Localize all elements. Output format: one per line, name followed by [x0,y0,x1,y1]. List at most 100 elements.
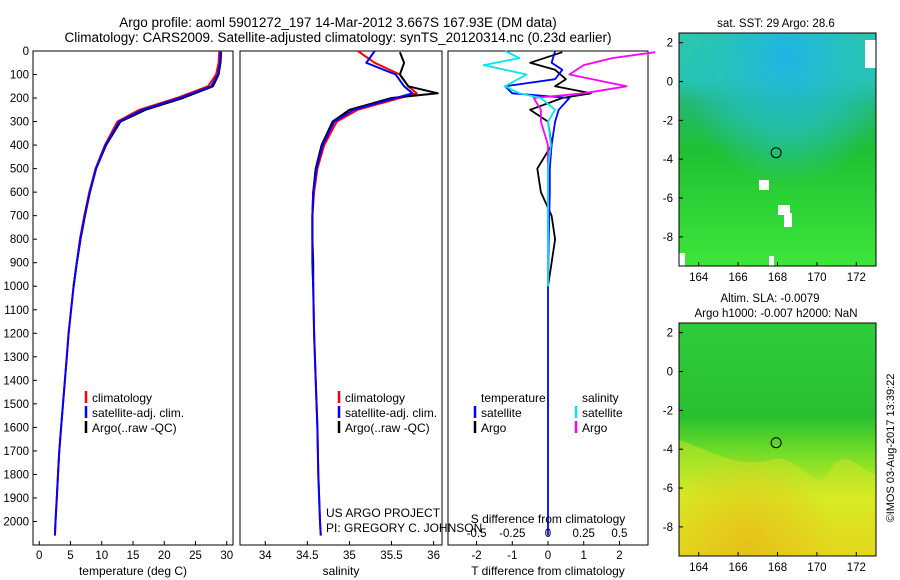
depth-tick-label: 600 [10,187,29,199]
depth-tick-label: 1100 [4,305,29,317]
t-difference-xlabel: T difference from climatology [471,564,625,578]
series-t-satellite [504,50,571,536]
series-satellite [311,50,414,536]
depth-tick-label: 0 [23,46,29,58]
depth-tick-label: 500 [10,164,29,176]
depth-tick-label: 2000 [3,516,29,528]
map-y-tick-label: -2 [663,405,673,417]
s-tick-label: 0.5 [611,528,627,540]
depth-tick-label: 1600 [3,422,29,434]
depth-tick-label: 1700 [3,446,29,458]
map-y-tick-label: -6 [663,193,673,205]
project-credit: US ARGO PROJECT [326,506,441,520]
map-y-tick-label: -8 [663,232,673,244]
map-y-tick-label: -6 [663,483,673,495]
series-t-argo [529,51,592,287]
map-x-tick-label: 164 [689,272,709,284]
map-y-tick-label: 0 [667,367,673,379]
map-x-tick-label: 172 [847,272,866,284]
x-tick-label: 1 [581,550,587,562]
temperature-panel-frame [32,50,234,546]
x-tick-label: 35 [343,550,356,562]
sst-map-title: sat. SST: 29 Argo: 28.6 [717,18,835,30]
series-climatology [53,50,221,536]
map-x-tick-label: 168 [768,272,787,284]
x-tick-label: 30 [220,550,233,562]
salinity-legend: climatology satellite-adj. clim. Argo(..… [337,391,437,435]
x-tick-label: 10 [95,550,108,562]
depth-tick-label: 800 [10,234,29,246]
legend-title-temperature: temperature [481,391,546,405]
series-argo [311,51,439,287]
legend-label-argo: Argo(..raw -QC) [345,421,430,435]
map-y-tick-label: -4 [663,154,674,166]
s-tick-label: -0.5 [467,528,487,540]
map-y-tick-label: -8 [663,522,673,534]
depth-tick-label: 300 [10,117,29,129]
pi-credit: PI: GREGORY C. JOHNSON [326,521,482,535]
x-tick-label: 15 [127,550,140,562]
legend-label-satellite: satellite-adj. clim. [92,406,184,420]
depth-axis: 0 100 200 300 400 500 600 700 800 900 1000 1100 1200… [3,46,37,528]
series-satellite [53,50,222,536]
map-y-tick-label: 2 [667,38,673,50]
x-tick-label: 25 [189,550,202,562]
x-tick-label: 0 [545,550,551,562]
temperature-xlabel: temperature (deg C) [79,564,187,578]
argo-location-marker [770,147,782,159]
x-tick-label: 34 [259,550,272,562]
sla-map-axes: 164 166 168 170 172 2 0 -2 -4 -6 -8 [663,328,866,574]
map-x-tick-label: 166 [729,272,748,284]
x-tick-label: -2 [471,550,481,562]
sla-map-title1: Altim. SLA: -0.0079 [720,293,819,305]
depth-tick-label: 1000 [3,281,29,293]
depth-tick-label: 200 [10,93,29,105]
sla-map-title2: Argo h1000: -0.007 h2000: NaN [694,308,857,320]
legend-label-climatology: climatology [92,391,152,405]
map-y-tick-label: 2 [667,328,673,340]
series-climatology [311,50,418,536]
salinity-plot: 34 34.5 35 35.5 36 [259,50,440,562]
legend-label-argo: Argo(..raw -QC) [92,421,177,435]
map-y-tick-label: -4 [663,444,674,456]
temperature-plot: 0 5 10 15 20 25 30 [36,50,233,562]
x-tick-label: 20 [158,550,171,562]
sst-warm-pool-shade [679,33,876,266]
legend-label-satellite: satellite-adj. clim. [345,406,437,420]
legend-label-t-argo: Argo [481,421,507,435]
s-tick-label: 0.25 [573,528,595,540]
map-y-tick-label: 0 [667,77,673,89]
depth-tick-label: 1500 [3,399,29,411]
depth-tick-label: 700 [10,211,29,223]
map-x-tick-label: 170 [807,272,826,284]
depth-tick-label: 1300 [3,352,29,364]
legend-label-s-satellite: satellite [582,406,623,420]
x-tick-label: 2 [616,550,622,562]
sst-cloud-gaps [679,40,876,266]
legend-label-climatology: climatology [345,391,405,405]
depth-tick-label: 100 [10,70,29,82]
map-x-tick-label: 170 [807,562,826,574]
s-tick-label: -0.25 [499,528,525,540]
depth-tick-label: 1800 [3,469,29,481]
difference-legend: temperature satellite Argo salinity sate… [473,391,623,435]
figure-title-line2: Climatology: CARS2009. Satellite-adjuste… [64,30,611,45]
x-tick-label: -1 [507,550,517,562]
map-x-tick-label: 164 [689,562,709,574]
depth-tick-label: 1900 [3,493,29,505]
x-tick-label: 0 [36,550,42,562]
salinity-xlabel: salinity [323,564,360,578]
depth-tick-label: 400 [10,140,29,152]
map-y-tick-label: -2 [663,115,673,127]
legend-title-salinity: salinity [582,391,619,405]
difference-plot: -2 -1 0 1 2-0.5 -0.25 0 0.25 0.5 [467,50,656,562]
x-tick-label: 35.5 [380,550,402,562]
temperature-legend: climatology satellite-adj. clim. Argo(..… [84,391,184,435]
sst-map-axes: 164 166 168 170 172 2 0 -2 -4 -6 -8 [663,38,866,284]
imos-timestamp: ©IMOS 03-Aug-2017 13:39:22 [885,374,897,523]
series-s-satellite [482,50,556,287]
figure-title-line1: Argo profile: aoml 5901272_197 14-Mar-20… [119,15,557,30]
depth-tick-label: 1400 [3,375,29,387]
x-tick-label: 5 [67,550,73,562]
